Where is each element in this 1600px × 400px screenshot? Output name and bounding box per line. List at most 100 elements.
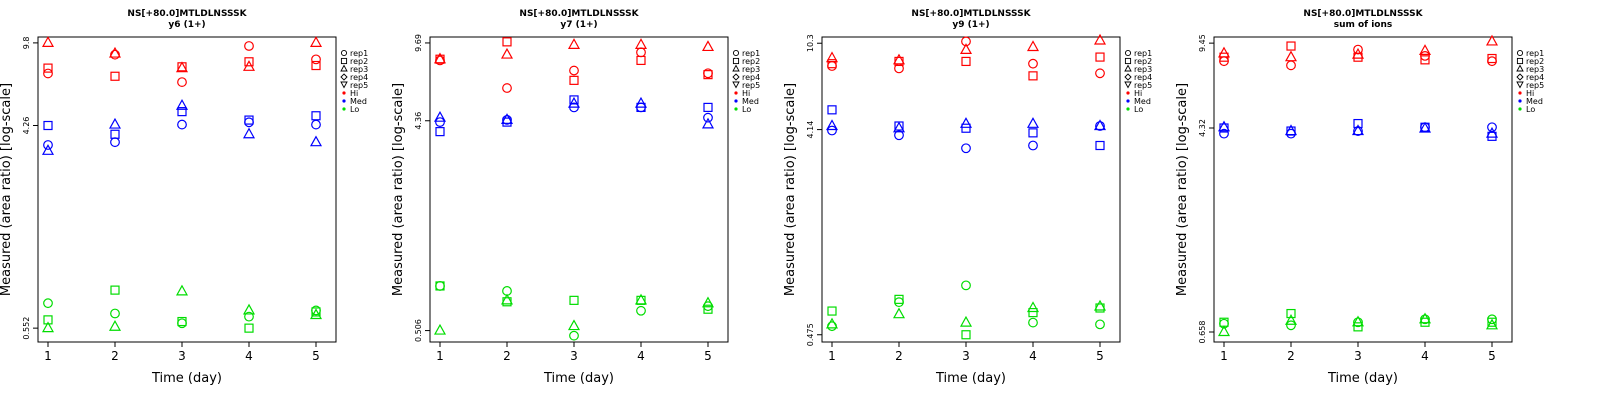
data-point-med-rep3 — [309, 135, 323, 147]
data-point-hi-rep2 — [1420, 55, 1430, 65]
legend-item-rep2: rep2 — [340, 57, 368, 66]
x-tick-label: 1 — [828, 349, 836, 363]
legend-label: rep2 — [1134, 57, 1152, 66]
legend-label: rep4 — [350, 73, 368, 82]
legend-label: rep3 — [1134, 65, 1152, 74]
data-point-hi-rep3 — [433, 52, 447, 64]
data-point-med-rep1 — [43, 140, 53, 150]
x-tick-label: 4 — [245, 349, 253, 363]
legend-label: Med — [350, 97, 367, 106]
data-point-hi-rep1 — [311, 54, 321, 65]
data-point-med-rep3 — [500, 113, 514, 124]
x-axis-label: Time (day) — [151, 371, 222, 386]
legend-item-lo: Lo — [1518, 105, 1535, 114]
legend-item-rep3: rep3 — [340, 64, 368, 74]
x-axis-label: Time (day) — [935, 371, 1006, 386]
legend-dot-icon — [1518, 91, 1522, 95]
data-point-med-rep3 — [567, 96, 581, 108]
data-point-med-rep3 — [1351, 124, 1365, 136]
chart-title: NS[+80.0]MTLDLNSSSK — [911, 9, 1031, 19]
data-point-hi-rep2 — [961, 56, 971, 67]
data-point-hi-rep3 — [1284, 50, 1298, 62]
legend-label: rep1 — [742, 49, 760, 58]
data-point-hi-rep3 — [825, 51, 839, 63]
legend-label: Hi — [1134, 89, 1142, 98]
data-point-hi-rep3 — [1217, 46, 1231, 58]
data-point-hi-rep3 — [41, 36, 55, 47]
plot-frame — [37, 36, 337, 343]
plot-frame — [429, 36, 729, 343]
data-point-lo-rep2 — [1286, 308, 1296, 319]
y-tick-label: 0.658 — [1198, 321, 1207, 344]
data-point-hi-rep2 — [311, 60, 321, 71]
legend-item-lo: Lo — [734, 105, 751, 114]
data-point-lo-rep1 — [110, 308, 120, 319]
data-point-med-rep3 — [175, 98, 189, 110]
legend-square-icon — [1516, 57, 1524, 65]
data-point-lo-rep2 — [1028, 308, 1038, 318]
data-point-hi-rep2 — [827, 59, 837, 69]
legend-diamond-icon — [732, 73, 740, 81]
data-point-lo-rep3 — [1485, 318, 1499, 330]
data-point-med-rep3 — [825, 119, 839, 131]
data-point-med-rep2 — [43, 120, 53, 131]
legend-circle-icon — [732, 49, 740, 57]
data-point-med-rep3 — [1284, 124, 1298, 136]
data-point-hi-rep3 — [892, 53, 906, 65]
data-point-med-rep3 — [959, 117, 973, 128]
legend-triangle-up-icon — [1516, 64, 1524, 72]
legend-dot-icon — [1126, 99, 1130, 103]
data-point-lo-rep2 — [177, 316, 187, 327]
data-point-med-rep2 — [110, 129, 120, 139]
legend-dot-icon — [734, 107, 738, 111]
data-point-hi-rep3 — [959, 43, 973, 54]
data-point-med-rep2 — [244, 115, 254, 125]
data-point-med-rep2 — [1095, 140, 1105, 151]
data-point-hi-rep3 — [567, 38, 581, 49]
data-point-lo-rep3 — [309, 308, 323, 320]
data-point-hi-rep1 — [177, 77, 187, 87]
legend-item-hi: Hi — [342, 89, 358, 98]
legend-label: rep3 — [1526, 65, 1544, 74]
plot-frame — [1213, 36, 1513, 343]
data-point-hi-rep2 — [1487, 53, 1497, 64]
legend-item-rep3: rep3 — [1124, 64, 1152, 74]
data-point-hi-rep3 — [309, 36, 323, 47]
legend-label: rep2 — [742, 57, 760, 66]
x-tick-label: 3 — [1354, 349, 1362, 363]
y-tick-label: 0.506 — [414, 319, 423, 342]
y-axis-label: Measured (area ratio) [log-scale] — [0, 83, 14, 296]
y-tick-label: 0.552 — [22, 317, 31, 340]
y-tick-label: 9.45 — [1198, 34, 1207, 52]
data-point-med-rep1 — [1219, 128, 1229, 139]
data-point-med-rep2 — [961, 123, 971, 133]
legend-label: Lo — [742, 105, 751, 114]
legend-label: rep4 — [1134, 73, 1152, 82]
legend-item-med: Med — [1126, 97, 1151, 106]
legend-label: Lo — [350, 105, 359, 114]
x-tick-label: 3 — [962, 349, 970, 363]
data-point-lo-rep1 — [244, 311, 254, 322]
data-point-med-rep2 — [177, 107, 187, 117]
legend-item-rep1: rep1 — [732, 49, 760, 58]
data-point-med-rep1 — [177, 119, 187, 130]
legend-triangle-down-icon — [1516, 81, 1524, 89]
data-point-hi-rep1 — [569, 65, 579, 76]
legend-circle-icon — [340, 49, 348, 57]
data-point-hi-rep2 — [1286, 41, 1296, 51]
x-tick-label: 1 — [1220, 349, 1228, 363]
data-point-hi-rep3 — [701, 40, 715, 52]
data-point-med-rep3 — [1093, 119, 1107, 131]
legend-label: rep5 — [1526, 81, 1544, 90]
x-axis-label: Time (day) — [1327, 371, 1398, 386]
y-axis-label: Measured (area ratio) [log-scale] — [1175, 83, 1190, 296]
legend-square-icon — [732, 57, 740, 65]
data-point-lo-rep1 — [435, 281, 445, 291]
data-point-hi-rep2 — [1095, 52, 1105, 62]
data-point-med-rep1 — [311, 119, 321, 130]
legend-item-lo: Lo — [342, 105, 359, 114]
chart-title: NS[+80.0]MTLDLNSSSK — [127, 9, 247, 19]
chart-title: NS[+80.0]MTLDLNSSSK — [519, 9, 639, 19]
